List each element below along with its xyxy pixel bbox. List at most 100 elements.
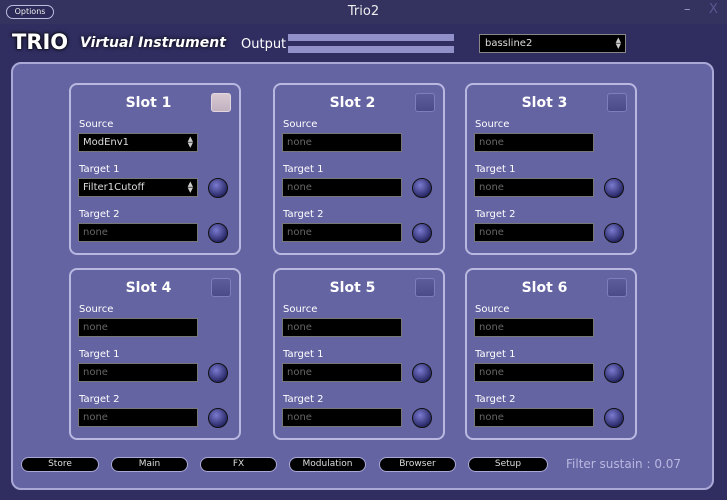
source-value: ModEnv1 bbox=[83, 137, 130, 148]
status-text: Filter sustain : 0.07 bbox=[566, 457, 682, 471]
target1-amount-knob[interactable] bbox=[604, 178, 624, 198]
target2-label: Target 2 bbox=[283, 394, 324, 405]
options-button[interactable]: Options bbox=[6, 5, 54, 19]
source-select[interactable]: none bbox=[282, 133, 402, 152]
target2-value: none bbox=[479, 227, 504, 238]
nav-button[interactable]: FX bbox=[200, 457, 277, 472]
title-bar bbox=[0, 0, 727, 24]
target2-select[interactable]: none bbox=[474, 408, 594, 427]
source-label: Source bbox=[79, 304, 114, 315]
target2-amount-knob[interactable] bbox=[412, 408, 432, 428]
target1-label: Target 1 bbox=[79, 164, 120, 175]
target1-select[interactable]: none bbox=[474, 363, 594, 382]
slot-title: Slot 2 bbox=[329, 95, 376, 111]
source-select[interactable]: none bbox=[282, 318, 402, 337]
output-meter-right bbox=[288, 46, 454, 53]
spinner-arrows-icon: ▲ ▼ bbox=[187, 180, 193, 194]
target2-select[interactable]: none bbox=[78, 408, 198, 427]
slot-title: Slot 1 bbox=[125, 95, 172, 111]
target2-select[interactable]: none bbox=[282, 223, 402, 242]
preset-select[interactable]: bassline2 ▲ ▼ bbox=[479, 34, 626, 53]
target1-amount-knob[interactable] bbox=[412, 363, 432, 383]
target2-label: Target 2 bbox=[475, 209, 516, 220]
nav-button[interactable]: Main bbox=[111, 457, 188, 472]
source-label: Source bbox=[475, 119, 510, 130]
target1-label: Target 1 bbox=[283, 164, 324, 175]
source-value: none bbox=[83, 322, 108, 333]
minimize-button[interactable]: – bbox=[684, 2, 691, 17]
target1-label: Target 1 bbox=[79, 349, 120, 360]
source-value: none bbox=[287, 322, 312, 333]
target1-value: none bbox=[479, 367, 504, 378]
nav-button[interactable]: Browser bbox=[379, 457, 456, 472]
target1-amount-knob[interactable] bbox=[412, 178, 432, 198]
nav-button[interactable]: Store bbox=[21, 457, 99, 472]
target2-value: none bbox=[479, 412, 504, 423]
slot-6: Slot 6 Source none Target 1 none Target … bbox=[465, 268, 637, 440]
slot-title: Slot 6 bbox=[521, 280, 568, 296]
slot-enable-toggle[interactable] bbox=[211, 93, 231, 112]
slot-title: Slot 3 bbox=[521, 95, 568, 111]
slot-title: Slot 5 bbox=[329, 280, 376, 296]
target2-amount-knob[interactable] bbox=[604, 223, 624, 243]
source-select[interactable]: none bbox=[78, 318, 198, 337]
target2-select[interactable]: none bbox=[474, 223, 594, 242]
target1-amount-knob[interactable] bbox=[604, 363, 624, 383]
slot-enable-toggle[interactable] bbox=[607, 93, 627, 112]
target2-select[interactable]: none bbox=[282, 408, 402, 427]
source-label: Source bbox=[79, 119, 114, 130]
slot-title: Slot 4 bbox=[125, 280, 172, 296]
target1-select[interactable]: Filter1Cutoff ▲ ▼ bbox=[78, 178, 198, 197]
source-value: none bbox=[479, 322, 504, 333]
nav-button[interactable]: Modulation bbox=[289, 457, 366, 472]
slot-5: Slot 5 Source none Target 1 none Target … bbox=[273, 268, 445, 440]
close-button[interactable]: X bbox=[709, 2, 718, 17]
source-select[interactable]: none bbox=[474, 133, 594, 152]
target1-select[interactable]: none bbox=[78, 363, 198, 382]
target1-amount-knob[interactable] bbox=[208, 363, 228, 383]
slot-enable-toggle[interactable] bbox=[607, 278, 627, 297]
target1-select[interactable]: none bbox=[474, 178, 594, 197]
target2-label: Target 2 bbox=[79, 394, 120, 405]
target1-label: Target 1 bbox=[283, 349, 324, 360]
source-select[interactable]: ModEnv1 ▲ ▼ bbox=[78, 133, 198, 152]
target2-amount-knob[interactable] bbox=[412, 223, 432, 243]
target2-select[interactable]: none bbox=[78, 223, 198, 242]
preset-value: bassline2 bbox=[485, 38, 533, 49]
target2-label: Target 2 bbox=[283, 209, 324, 220]
target2-amount-knob[interactable] bbox=[604, 408, 624, 428]
target2-label: Target 2 bbox=[475, 394, 516, 405]
target1-amount-knob[interactable] bbox=[208, 178, 228, 198]
slot-enable-toggle[interactable] bbox=[415, 278, 435, 297]
target2-label: Target 2 bbox=[79, 209, 120, 220]
target1-value: none bbox=[479, 182, 504, 193]
slot-2: Slot 2 Source none Target 1 none Target … bbox=[273, 83, 445, 255]
spinner-arrows-icon: ▲ ▼ bbox=[187, 135, 193, 149]
source-value: none bbox=[287, 137, 312, 148]
logo: TRIO bbox=[12, 30, 69, 54]
source-label: Source bbox=[475, 304, 510, 315]
source-label: Source bbox=[283, 304, 318, 315]
target1-value: none bbox=[83, 367, 108, 378]
slot-1: Slot 1 Source ModEnv1 ▲ ▼ Target 1 Filter1… bbox=[69, 83, 241, 255]
slot-enable-toggle[interactable] bbox=[415, 93, 435, 112]
window-title: Trio2 bbox=[347, 4, 380, 19]
target1-value: none bbox=[287, 367, 312, 378]
output-label: Output bbox=[241, 37, 287, 52]
target1-select[interactable]: none bbox=[282, 178, 402, 197]
slot-4: Slot 4 Source none Target 1 none Target … bbox=[69, 268, 241, 440]
source-label: Source bbox=[283, 119, 318, 130]
slot-enable-toggle[interactable] bbox=[211, 278, 231, 297]
slot-3: Slot 3 Source none Target 1 none Target … bbox=[465, 83, 637, 255]
nav-button[interactable]: Setup bbox=[468, 457, 548, 472]
target2-amount-knob[interactable] bbox=[208, 223, 228, 243]
target2-value: none bbox=[83, 412, 108, 423]
target1-select[interactable]: none bbox=[282, 363, 402, 382]
target2-value: none bbox=[83, 227, 108, 238]
target1-value: none bbox=[287, 182, 312, 193]
target2-value: none bbox=[287, 412, 312, 423]
target2-amount-knob[interactable] bbox=[208, 408, 228, 428]
output-meter-left bbox=[288, 34, 454, 41]
source-select[interactable]: none bbox=[474, 318, 594, 337]
target1-label: Target 1 bbox=[475, 164, 516, 175]
